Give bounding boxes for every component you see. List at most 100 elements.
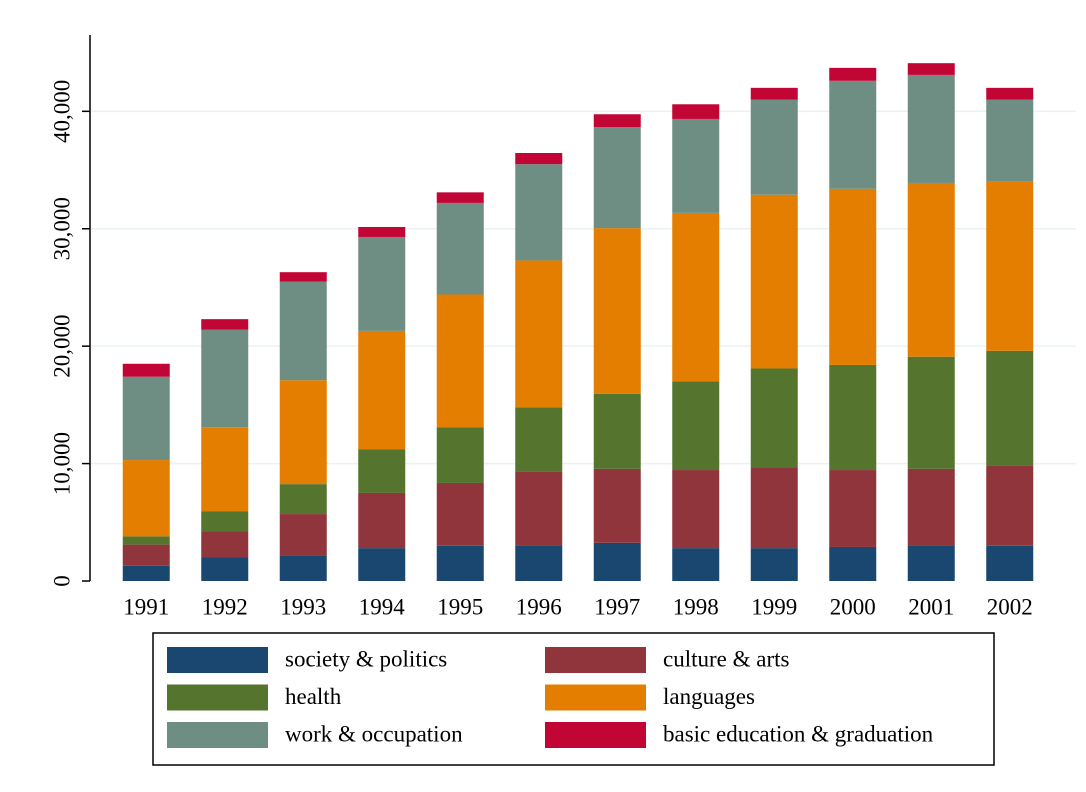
bar-segment xyxy=(593,468,641,543)
x-tick-label: 1994 xyxy=(359,594,406,619)
bar-segment xyxy=(986,87,1034,100)
bar-segment xyxy=(907,63,955,75)
bar-segment xyxy=(122,363,170,377)
legend-label: work & occupation xyxy=(285,721,463,746)
x-tick-label: 2001 xyxy=(908,594,954,619)
legend-swatch xyxy=(167,722,268,748)
bar-segment xyxy=(829,546,877,581)
bar-segment xyxy=(986,545,1034,581)
bar-segment xyxy=(279,272,327,282)
bar-segment xyxy=(279,514,327,556)
bar-segment xyxy=(279,281,327,381)
bar-segment xyxy=(672,212,720,382)
bar-segment xyxy=(907,182,955,357)
bar-segment xyxy=(672,381,720,471)
bar-segment xyxy=(436,192,484,203)
x-tick-label: 1991 xyxy=(123,594,169,619)
x-tick-label: 2000 xyxy=(830,594,876,619)
bar-segment xyxy=(986,350,1034,466)
bar-segment xyxy=(907,356,955,469)
y-tick-label: 40,000 xyxy=(49,80,74,143)
legend-label: basic education & graduation xyxy=(663,721,934,746)
bar-segment xyxy=(358,226,406,237)
legend-label: society & politics xyxy=(285,646,447,671)
bar-segment xyxy=(593,393,641,469)
x-tick-label: 1996 xyxy=(516,594,562,619)
legend-swatch xyxy=(545,722,646,748)
bar-segment xyxy=(436,545,484,581)
bar-segment xyxy=(201,427,249,512)
bar-segment xyxy=(593,114,641,128)
y-tick-label: 0 xyxy=(49,575,74,587)
bar-segment xyxy=(750,87,798,100)
bar-segment xyxy=(750,368,798,468)
legend-label: health xyxy=(285,684,342,709)
bar-segment xyxy=(672,548,720,581)
bar-segment xyxy=(122,544,170,566)
bar-segment xyxy=(829,67,877,81)
bar-segment xyxy=(986,181,1034,351)
x-tick-label: 1992 xyxy=(202,594,248,619)
bar-segment xyxy=(593,127,641,229)
bar-segment xyxy=(515,545,563,581)
bar-segment xyxy=(358,330,406,450)
bar-segment xyxy=(515,164,563,261)
bar-segment xyxy=(515,471,563,546)
bar-segment xyxy=(201,511,249,532)
bar-segment xyxy=(201,557,249,581)
legend-swatch xyxy=(545,684,646,711)
bar-segment xyxy=(358,449,406,493)
bar-segment xyxy=(907,74,955,183)
x-tick-label: 1998 xyxy=(673,594,719,619)
legend-swatch xyxy=(167,647,268,673)
bar-segment xyxy=(436,427,484,483)
bar-segment xyxy=(829,188,877,365)
bar-segment xyxy=(358,236,406,331)
bar-segment xyxy=(515,153,563,165)
bar-segment xyxy=(122,376,170,461)
bar-segment xyxy=(593,542,641,581)
legend-label: languages xyxy=(663,684,755,709)
bar-segment xyxy=(358,548,406,581)
bar-segment xyxy=(986,465,1034,546)
bar-segment xyxy=(829,364,877,471)
bar-segment xyxy=(750,194,798,369)
bar-segment xyxy=(672,118,720,213)
x-tick-label: 1997 xyxy=(594,594,640,619)
bar-segment xyxy=(750,548,798,581)
bar-segment xyxy=(907,545,955,581)
bar-segment xyxy=(907,468,955,546)
y-tick-label: 10,000 xyxy=(49,432,74,495)
bar-segment xyxy=(672,104,720,119)
legend-label: culture & arts xyxy=(663,646,790,671)
bar-segment xyxy=(201,319,249,330)
bar-segment xyxy=(672,470,720,549)
y-tick-label: 20,000 xyxy=(49,315,74,378)
bar-segment xyxy=(829,470,877,547)
x-tick-label: 1993 xyxy=(280,594,326,619)
bar-segment xyxy=(279,484,327,515)
bar-segment xyxy=(201,329,249,428)
x-tick-label: 1999 xyxy=(751,594,797,619)
bar-segment xyxy=(279,380,327,485)
bar-segment xyxy=(986,99,1034,182)
bar-segment xyxy=(829,80,877,189)
bar-segment xyxy=(436,294,484,428)
bar-segment xyxy=(515,407,563,472)
bar-segment xyxy=(122,460,170,537)
bar-segment xyxy=(515,260,563,408)
legend-swatch xyxy=(545,647,646,673)
bar-segment xyxy=(593,228,641,394)
bar-segment xyxy=(436,482,484,546)
bar-segment xyxy=(279,555,327,581)
x-tick-label: 2002 xyxy=(987,594,1033,619)
bar-segment xyxy=(122,536,170,545)
bar-segment xyxy=(358,492,406,549)
bar-segment xyxy=(750,467,798,549)
bar-segment xyxy=(750,99,798,195)
bar-segment xyxy=(122,565,170,581)
legend-swatch xyxy=(167,684,268,711)
bar-segment xyxy=(201,531,249,558)
y-tick-label: 30,000 xyxy=(49,197,74,260)
